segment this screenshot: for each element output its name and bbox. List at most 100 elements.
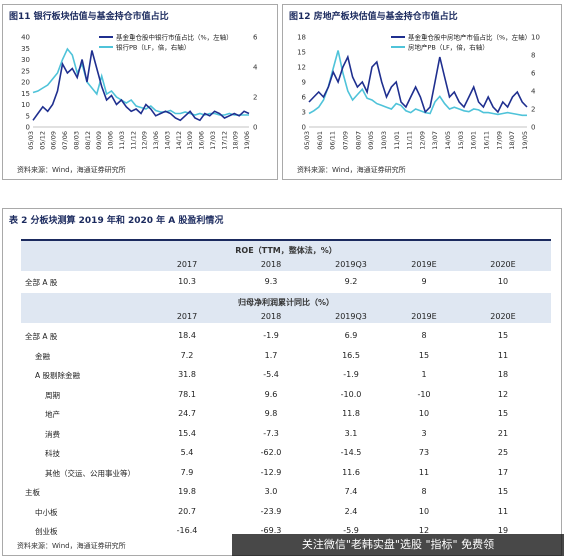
row-value: -16.4 <box>176 526 198 535</box>
fig11-left-tick: 10 <box>21 101 30 109</box>
row-label: 全部 A 股 <box>25 332 58 341</box>
row-value: 15 <box>497 487 509 496</box>
row-value: 10 <box>497 277 509 286</box>
roe-header: ROE（TTM，整体法，%） <box>235 246 337 255</box>
fig12-x-tick: 16/01 <box>470 131 478 150</box>
row-value: 18 <box>497 370 509 379</box>
fig12-x-tick: 16/11 <box>483 131 491 150</box>
row-value: 17 <box>497 467 509 477</box>
row-label: A 股剔除金融 <box>35 371 81 380</box>
row-value: 78.1 <box>178 389 196 399</box>
fig11-x-tick: 14/12 <box>175 131 183 150</box>
table-row: 地产 24.7 9.8 11.8 10 15 <box>21 405 551 425</box>
row-label: 科技 <box>45 449 60 458</box>
table-row: 主板 19.8 3.0 7.4 8 15 <box>21 483 551 503</box>
row-value: 15 <box>497 331 509 340</box>
figure-11-title: 图11 银行板块估值与基金持仓市值占比 <box>9 12 169 22</box>
row-value: 1 <box>421 370 427 379</box>
column-header: 2017 <box>176 260 198 269</box>
row-label: 全部 A 股 <box>25 278 58 287</box>
column-header: 2018 <box>260 260 282 269</box>
column-header: 2019E <box>411 260 437 269</box>
table-row: 金融 7.2 1.7 16.5 15 11 <box>21 347 551 367</box>
row-value: 25 <box>497 448 509 457</box>
fig12-left-tick: 12 <box>297 64 306 72</box>
row-value: 31.8 <box>178 370 196 379</box>
row-label: 中小板 <box>35 507 58 517</box>
row-value: 11 <box>497 350 509 360</box>
column-header: 2019E <box>411 312 437 321</box>
row-value: 12 <box>418 526 430 535</box>
fig11-right-tick: 4 <box>253 64 258 72</box>
table-row: 科技 5.4 -62.0 -14.5 73 25 <box>21 444 551 464</box>
row-value: -12.9 <box>260 467 282 477</box>
row-value: 11 <box>418 467 430 477</box>
fig11-x-tick: 18/09 <box>232 131 240 150</box>
row-value: -1.9 <box>343 370 359 379</box>
fig12-left-tick: 0 <box>302 124 306 132</box>
fig11-right-tick: 6 <box>253 34 258 42</box>
fig11-pb-line <box>32 47 249 116</box>
fig12-x-tick: 14/05 <box>444 131 452 150</box>
fig12-x-tick: 12/09 <box>418 131 426 150</box>
fig12-x-tick: 05/03 <box>303 131 311 150</box>
row-value: 1.7 <box>264 350 278 360</box>
fig12-right-tick: 4 <box>531 88 536 96</box>
row-label: 金融 <box>35 351 50 361</box>
table-row: 周期 78.1 9.6 -10.0 -10 12 <box>21 386 551 406</box>
fig11-left-tick: 20 <box>21 79 30 87</box>
row-value: -14.5 <box>340 448 362 457</box>
table-row: 中小板 20.7 -23.9 2.4 10 11 <box>21 503 551 523</box>
figure-12-source: 资料来源：Wind，海通证券研究所 <box>297 166 406 174</box>
fig12-right-tick: 10 <box>531 34 540 42</box>
fig12-x-tick: 17/09 <box>495 131 503 150</box>
fig12-left-tick: 9 <box>302 79 306 87</box>
fig12-x-tick: 07/09 <box>341 131 349 150</box>
row-value: 8 <box>421 331 427 340</box>
growth-column-headers: 2017 2018 2019Q3 2019E 2020E <box>21 312 551 322</box>
fig12-x-tick: 09/05 <box>367 131 375 150</box>
fig12-holding-line <box>308 54 528 114</box>
column-header: 2017 <box>176 312 198 321</box>
column-header: 2019Q3 <box>335 312 367 321</box>
row-label: 消费 <box>45 429 60 439</box>
fig11-holding-line <box>32 50 250 122</box>
watermark-banner: 关注微信"老韩实盘"选股 "指标" 免费领 <box>232 534 564 556</box>
row-value: -62.0 <box>260 448 282 457</box>
row-value: 11 <box>497 506 509 516</box>
row-value: 2.4 <box>344 506 358 516</box>
figure-11-chart: 0 5 10 15 20 25 30 35 40 0 2 4 6 05/03 05/12 06/09 07/06… <box>21 33 258 150</box>
fig11-x-tick: 10/06 <box>107 131 115 150</box>
fig11-x-tick: 17/12 <box>220 131 228 150</box>
fig12-x-tick: 11/11 <box>406 131 414 150</box>
table-2-panel: 表 2 分板块测算 2019 年和 2020 年 A 股盈利情况 ROE（TTM… <box>2 208 562 556</box>
row-value: -7.3 <box>263 428 279 438</box>
row-value: 20.7 <box>178 506 196 516</box>
fig12-x-tick: 06/01 <box>316 131 324 150</box>
fig12-left-tick: 18 <box>297 34 306 42</box>
fig11-left-tick: 0 <box>26 124 30 132</box>
row-value: -69.3 <box>260 526 282 535</box>
row-value: -5.4 <box>263 370 279 379</box>
row-value: 11.8 <box>342 409 360 418</box>
row-value: 9.3 <box>264 277 278 286</box>
figure-12-chart: 0 3 6 9 12 15 18 0 2 4 6 8 10 05/03 06/01 06/11 07/09 08/… <box>297 33 540 150</box>
row-value: 5.4 <box>180 448 194 457</box>
column-header: 2020E <box>490 260 516 269</box>
fig11-x-tick: 05/12 <box>38 131 46 150</box>
row-label: 主板 <box>25 488 40 497</box>
table-row: 消费 15.4 -7.3 3.1 3 21 <box>21 425 551 445</box>
row-value: 21 <box>497 428 509 438</box>
fig12-right-tick: 8 <box>531 52 535 60</box>
row-value: 73 <box>418 448 430 457</box>
row-value: 7.2 <box>180 350 194 360</box>
fig12-x-tick: 19/05 <box>521 131 529 150</box>
fig12-x-tick: 10/03 <box>380 131 388 150</box>
row-value: 10 <box>418 409 430 418</box>
table-top-rule <box>21 239 551 241</box>
fig11-left-tick: 15 <box>21 90 30 98</box>
figure-11-source: 资料来源：Wind，海通证券研究所 <box>17 166 126 174</box>
fig11-right-tick: 0 <box>253 124 257 132</box>
row-value: 19 <box>497 526 509 535</box>
growth-header-band: 归母净利润累计同比（%） 2017 2018 2019Q3 2019E 2020E <box>21 293 551 323</box>
